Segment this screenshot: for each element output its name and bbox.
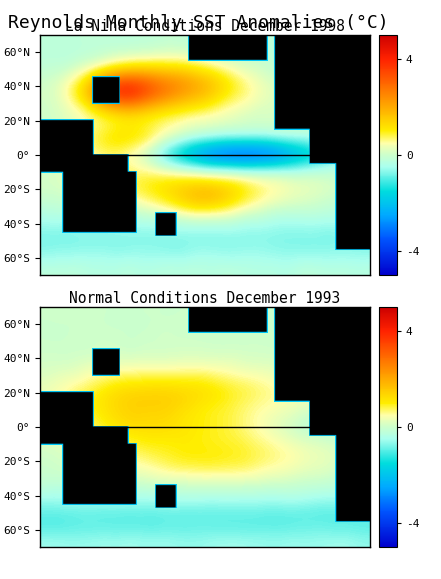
Title: La Nina Conditions December 1998: La Nina Conditions December 1998 bbox=[65, 19, 345, 34]
Title: Normal Conditions December 1993: Normal Conditions December 1993 bbox=[69, 291, 341, 306]
Text: Reynolds Monthly SST Anomalies (°C): Reynolds Monthly SST Anomalies (°C) bbox=[8, 14, 389, 32]
